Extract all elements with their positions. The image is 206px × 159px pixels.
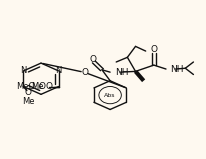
Text: O: O	[46, 82, 53, 91]
Text: MeO: MeO	[16, 82, 35, 91]
Text: O: O	[25, 88, 32, 97]
Text: O: O	[150, 45, 157, 54]
Text: O: O	[89, 55, 96, 64]
Text: Abs: Abs	[104, 93, 116, 98]
Text: N: N	[20, 66, 27, 75]
Text: NH: NH	[115, 68, 129, 77]
Text: O: O	[39, 82, 46, 91]
Text: N: N	[55, 66, 62, 75]
Text: O: O	[81, 68, 88, 77]
Text: Me: Me	[31, 82, 43, 91]
Text: Me: Me	[22, 97, 35, 106]
Text: NH: NH	[170, 65, 184, 73]
